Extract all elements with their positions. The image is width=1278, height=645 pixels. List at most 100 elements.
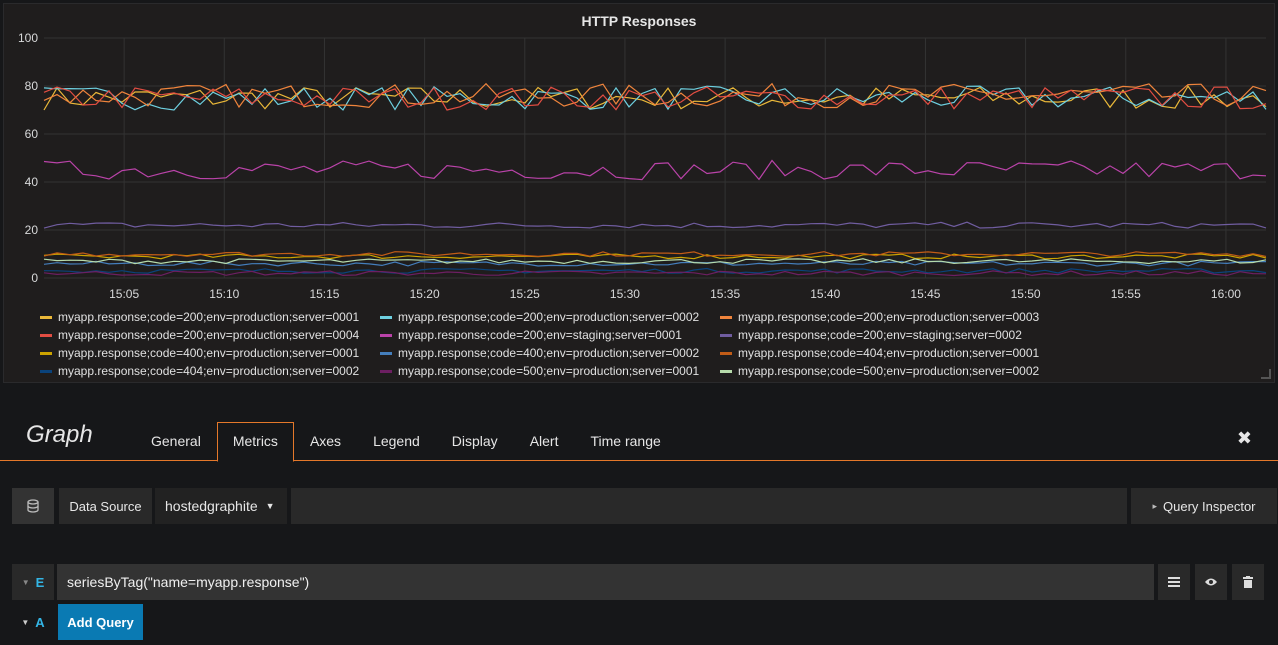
tab-general[interactable]: General xyxy=(151,433,201,449)
x-tick-label: 15:20 xyxy=(410,287,440,301)
legend-item[interactable]: myapp.response;code=400;env=production;s… xyxy=(40,345,380,361)
legend-swatch xyxy=(720,333,732,337)
series-line xyxy=(43,251,1267,258)
x-tick-label: 15:15 xyxy=(309,287,339,301)
y-tick-label: 100 xyxy=(18,31,38,45)
legend-item[interactable]: myapp.response;code=500;env=production;s… xyxy=(380,363,720,379)
legend-swatch xyxy=(380,315,392,319)
add-query-row: ▼ A Add Query xyxy=(12,604,1278,640)
legend-item[interactable]: myapp.response;code=500;env=production;s… xyxy=(720,363,1060,379)
legend-label: myapp.response;code=404;env=production;s… xyxy=(58,364,360,378)
datasource-selected: hostedgraphite xyxy=(165,498,258,514)
legend-label: myapp.response;code=200;env=production;s… xyxy=(738,310,1040,324)
tab-legend[interactable]: Legend xyxy=(373,433,420,449)
panel-resize-handle[interactable] xyxy=(1261,369,1271,379)
query-inspector-button[interactable]: ▸ Query Inspector xyxy=(1131,488,1277,524)
add-query-letter: A xyxy=(35,614,45,630)
datasource-label: Data Source xyxy=(59,488,152,524)
legend-label: myapp.response;code=200;env=production;s… xyxy=(398,310,700,324)
legend-item[interactable]: myapp.response;code=200;env=staging;serv… xyxy=(380,327,720,343)
x-tick-label: 16:00 xyxy=(1211,287,1241,301)
legend-swatch xyxy=(40,351,52,355)
series-line xyxy=(43,82,1267,109)
x-tick-label: 15:45 xyxy=(910,287,940,301)
datasource-select[interactable]: hostedgraphite ▼ xyxy=(155,488,287,524)
series-line xyxy=(43,258,1267,265)
legend-item[interactable]: myapp.response;code=200;env=staging;serv… xyxy=(720,327,1060,343)
query-inspector-label: Query Inspector xyxy=(1163,498,1256,514)
legend-swatch xyxy=(40,369,52,373)
y-tick-label: 0 xyxy=(31,271,38,285)
legend-label: myapp.response;code=404;env=production;s… xyxy=(738,346,1040,360)
legend-swatch xyxy=(720,315,732,319)
eye-icon[interactable] xyxy=(1195,564,1227,600)
datasource-row: Data Source hostedgraphite ▼ ▸ Query Ins… xyxy=(12,488,1278,524)
legend-label: myapp.response;code=400;env=production;s… xyxy=(58,346,360,360)
legend-swatch xyxy=(380,369,392,373)
legend-item[interactable]: myapp.response;code=200;env=production;s… xyxy=(40,309,380,325)
x-tick-label: 15:10 xyxy=(209,287,239,301)
close-editor-icon[interactable]: ✖ xyxy=(1236,428,1252,448)
y-tick-label: 40 xyxy=(25,175,39,189)
series-line xyxy=(43,221,1267,229)
caret-down-icon: ▼ xyxy=(21,617,30,627)
database-icon xyxy=(12,488,54,524)
query-letter: E xyxy=(35,574,45,590)
editor-title: Graph xyxy=(26,421,93,448)
series-line xyxy=(43,267,1267,274)
legend-item[interactable]: myapp.response;code=404;env=production;s… xyxy=(720,345,1060,361)
panel-title[interactable]: HTTP Responses xyxy=(581,13,697,29)
y-tick-label: 80 xyxy=(25,79,39,93)
x-tick-label: 15:55 xyxy=(1111,287,1141,301)
legend-label: myapp.response;code=400;env=production;s… xyxy=(398,346,700,360)
query-row: ▼ E seriesByTag("name=myapp.response") xyxy=(12,564,1278,600)
tab-axes[interactable]: Axes xyxy=(309,433,342,449)
legend-swatch xyxy=(380,351,392,355)
legend-item[interactable]: myapp.response;code=400;env=production;s… xyxy=(380,345,720,361)
series-line xyxy=(43,270,1267,277)
caret-down-icon: ▼ xyxy=(265,501,275,511)
tab-display[interactable]: Display xyxy=(451,433,498,449)
legend-swatch xyxy=(40,333,52,337)
legend-label: myapp.response;code=200;env=production;s… xyxy=(58,328,360,342)
series-line xyxy=(43,159,1267,181)
datasource-spacer xyxy=(291,488,1127,524)
legend-label: myapp.response;code=200;env=production;s… xyxy=(58,310,360,324)
legend-item[interactable]: myapp.response;code=200;env=production;s… xyxy=(40,327,380,343)
x-tick-label: 15:25 xyxy=(510,287,540,301)
graph-panel: 0 20 40 60 80 100 15:05 15:10 15:15 15:20 15:25 15:… xyxy=(3,3,1275,383)
tab-metrics[interactable]: Metrics xyxy=(216,422,294,462)
legend-label: myapp.response;code=500;env=production;s… xyxy=(398,364,700,378)
tab-alert[interactable]: Alert xyxy=(529,433,559,449)
legend-item[interactable]: myapp.response;code=200;env=production;s… xyxy=(380,309,720,325)
line-chart: 0 20 40 60 80 100 15:05 15:10 15:15 15:20 15:25 15:… xyxy=(18,31,1267,301)
series-line xyxy=(43,253,1267,260)
y-tick-label: 60 xyxy=(25,127,39,141)
legend-swatch xyxy=(720,369,732,373)
caret-right-icon: ▸ xyxy=(1152,500,1158,511)
query-collapse-toggle[interactable]: ▼ E xyxy=(12,564,54,600)
trash-icon[interactable] xyxy=(1232,564,1264,600)
x-tick-label: 15:35 xyxy=(710,287,740,301)
panel-editor-header: Graph General Metrics Axes Legend Display Ale… xyxy=(0,420,1278,462)
caret-down-icon: ▼ xyxy=(21,577,30,587)
legend-label: myapp.response;code=500;env=production;s… xyxy=(738,364,1040,378)
legend-item[interactable]: myapp.response;code=404;env=production;s… xyxy=(40,363,380,379)
legend-item[interactable]: myapp.response;code=200;env=production;s… xyxy=(720,309,1060,325)
query-expression-input[interactable]: seriesByTag("name=myapp.response") xyxy=(57,564,1154,600)
tab-time-range[interactable]: Time range xyxy=(590,433,661,449)
add-query-button[interactable]: Add Query xyxy=(58,604,143,640)
hamburger-icon[interactable] xyxy=(1158,564,1190,600)
x-tick-label: 15:30 xyxy=(610,287,640,301)
series-line xyxy=(43,84,1267,111)
editor-tabs: General Metrics Axes Legend Display Alert Time… xyxy=(135,422,677,462)
x-tick-label: 15:05 xyxy=(109,287,139,301)
legend-label: myapp.response;code=200;env=staging;serv… xyxy=(738,328,1022,342)
legend-label: myapp.response;code=200;env=staging;serv… xyxy=(398,328,682,342)
y-tick-label: 20 xyxy=(25,223,39,237)
legend-swatch xyxy=(40,315,52,319)
x-tick-label: 15:50 xyxy=(1011,287,1041,301)
add-query-toggle[interactable]: ▼ A xyxy=(12,604,54,640)
chart-legend: myapp.response;code=200;env=production;s… xyxy=(40,309,1140,379)
series-line xyxy=(43,85,1267,111)
